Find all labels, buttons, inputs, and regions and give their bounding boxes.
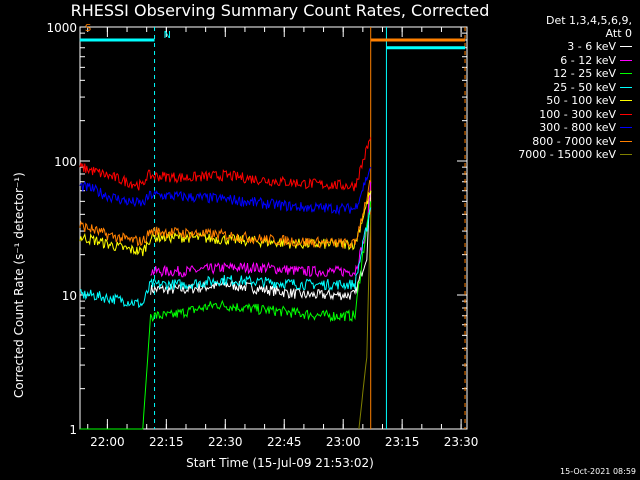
legend-entry: 7000 - 15000 keV (482, 148, 632, 162)
series-line (79, 137, 372, 192)
x-tick-label: 22:30 (208, 435, 243, 449)
legend-entry: 800 - 7000 keV (482, 135, 632, 149)
legend-label: 7000 - 15000 keV (518, 148, 616, 162)
legend-rows: 3 - 6 keV 6 - 12 keV 12 - 25 keV 25 - 50 ke… (482, 40, 632, 162)
legend-label: 3 - 6 keV (567, 40, 616, 54)
legend-swatch (620, 154, 632, 156)
legend-swatch (620, 59, 632, 61)
series-line (358, 214, 372, 430)
x-tick-label: 22:00 (90, 435, 125, 449)
legend-header-1: Det 1,3,4,5,6,9, (545, 14, 632, 27)
series-line (79, 207, 372, 309)
legend-entry: 25 - 50 keV (482, 81, 632, 95)
legend-label: 25 - 50 keV (553, 80, 616, 94)
legend-label: 300 - 800 keV (539, 121, 616, 135)
legend: Det 1,3,4,5,6,9, Att 0 3 - 6 keV 6 - 12 k… (482, 14, 632, 162)
chart-title: RHESSI Observing Summary Count Rates, Co… (70, 1, 490, 20)
state-annotation: N (163, 30, 170, 41)
legend-swatch (620, 127, 632, 129)
x-tick-label: 23:00 (326, 435, 361, 449)
legend-header-2: Att 0 (605, 27, 632, 40)
plot-frame (79, 26, 468, 430)
legend-swatch (620, 140, 632, 142)
series-line (150, 190, 372, 301)
series-line (150, 181, 372, 278)
legend-entry: 6 - 12 keV (482, 54, 632, 68)
legend-label: 800 - 7000 keV (532, 134, 616, 148)
legend-entry: 300 - 800 keV (482, 121, 632, 135)
legend-entry: 50 - 100 keV (482, 94, 632, 108)
series-line (79, 166, 372, 216)
legend-swatch (620, 100, 632, 102)
legend-swatch (620, 113, 632, 115)
y-tick-label: 100 (54, 155, 77, 169)
y-tick-label: 1000 (46, 21, 77, 35)
y-tick-label: 1 (69, 423, 77, 437)
x-axis-label: Start Time (15-Jul-09 21:53:02) (186, 456, 374, 470)
x-tick-label: 22:15 (149, 435, 184, 449)
x-tick-label: 23:30 (444, 435, 479, 449)
y-axis-label: Corrected Count Rate (s⁻¹ detector⁻¹) (12, 172, 26, 398)
legend-label: 12 - 25 keV (553, 67, 616, 81)
series-line (79, 190, 372, 257)
timestamp: 15-Oct-2021 08:59 (560, 467, 636, 476)
legend-label: 6 - 12 keV (560, 53, 616, 67)
x-tick-label: 23:15 (385, 435, 420, 449)
state-annotation: S (85, 23, 91, 34)
legend-entry: 12 - 25 keV (482, 67, 632, 81)
legend-swatch (620, 46, 632, 48)
series-line (79, 201, 372, 430)
series-line (79, 179, 372, 249)
x-tick-label: 22:45 (267, 435, 302, 449)
legend-swatch (620, 86, 632, 88)
legend-label: 50 - 100 keV (546, 94, 616, 108)
legend-swatch (620, 73, 632, 75)
legend-entry: 3 - 6 keV (482, 40, 632, 54)
legend-label: 100 - 300 keV (539, 107, 616, 121)
y-tick-label: 10 (62, 289, 77, 303)
legend-entry: 100 - 300 keV (482, 108, 632, 122)
